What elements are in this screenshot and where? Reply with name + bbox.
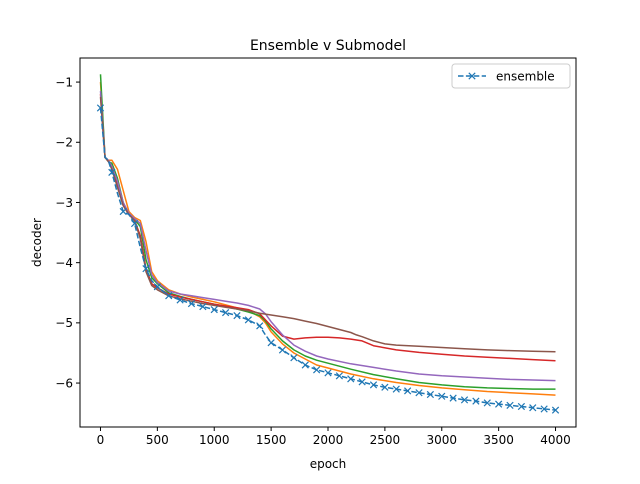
legend-box (451, 63, 571, 89)
legend: ensemble (451, 63, 571, 89)
y-axis: −1 −2 −3 −4 −5 −6 (55, 75, 80, 390)
ensemble-marker-25 (381, 383, 389, 391)
x-tick-label: 0 (97, 433, 105, 447)
ensemble-marker-32 (460, 396, 469, 404)
ensemble-marker-6 (165, 292, 173, 300)
x-tick-label: 2000 (313, 433, 344, 447)
ensemble-marker-10 (210, 305, 218, 314)
y-tick-label: −2 (55, 136, 73, 150)
ensemble-marker-36 (506, 401, 514, 409)
y-axis-label: decoder (30, 218, 44, 267)
ensemble-marker-5 (153, 283, 161, 291)
y-tick-label: −6 (55, 376, 73, 390)
legend-marker (468, 72, 476, 80)
y-tick-label: −1 (55, 75, 73, 89)
series-line-4 (99, 91, 556, 382)
ensemble-marker-13 (244, 316, 252, 324)
x-tick-label: 3500 (483, 433, 514, 447)
ensemble-marker-8 (187, 299, 196, 308)
ensemble-marker-18 (301, 361, 309, 369)
ensemble-marker-4 (142, 265, 150, 273)
x-tick-label: 2500 (370, 433, 401, 447)
ensemble-marker-40 (551, 406, 560, 414)
y-tick-label: −4 (55, 256, 73, 270)
ensemble-marker-29 (426, 390, 435, 399)
ensemble-marker-3 (130, 219, 139, 228)
ensemble-marker-19 (312, 366, 321, 374)
ensemble-marker-12 (233, 312, 241, 320)
x-tick-label: 1500 (256, 433, 287, 447)
ensemble-marker-15 (267, 339, 275, 347)
ensemble-marker-35 (495, 400, 503, 408)
series-line-0 (99, 107, 556, 411)
x-axis: 0 500 1000 1500 2000 2500 3000 3500 4000 (97, 427, 571, 447)
ensemble-marker-11 (221, 309, 230, 317)
ensemble-marker-37 (517, 402, 526, 411)
ensemble-marker-38 (529, 404, 537, 412)
ensemble-marker-31 (449, 394, 457, 402)
series-layer (96, 74, 560, 414)
legend-label: ensemble (496, 70, 555, 84)
ensemble-marker-30 (438, 392, 446, 400)
x-tick-label: 500 (146, 433, 169, 447)
chart-title: Ensemble v Submodel (250, 38, 406, 54)
ensemble-marker-28 (415, 389, 423, 397)
ensemble-marker-7 (176, 296, 184, 304)
ensemble-marker-33 (472, 397, 480, 405)
ensemble-marker-22 (347, 375, 355, 383)
ensemble-marker-27 (404, 387, 412, 395)
x-tick-label: 3000 (426, 433, 457, 447)
ensemble-marker-24 (369, 381, 378, 389)
ensemble-marker-39 (540, 405, 548, 413)
ensemble-marker-17 (290, 354, 298, 362)
ensemble-marker-16 (278, 346, 287, 354)
x-tick-label: 1000 (199, 433, 230, 447)
ensemble-marker-21 (335, 372, 344, 380)
ensemble-marker-23 (358, 378, 366, 386)
x-axis-label: epoch (310, 457, 347, 471)
y-tick-label: −5 (55, 316, 73, 330)
ensemble-marker-26 (392, 385, 400, 393)
ensemble-marker-34 (483, 399, 491, 407)
y-tick-label: −3 (55, 196, 73, 210)
ensemble-marker-0 (96, 104, 105, 112)
ensemble-marker-1 (108, 168, 116, 176)
ensemble-marker-2 (119, 207, 127, 216)
series-line-5 (99, 97, 556, 353)
x-tick-label: 4000 (540, 433, 571, 447)
ensemble-marker-9 (199, 302, 207, 311)
ensemble-marker-14 (256, 322, 264, 330)
ensemble-marker-20 (324, 369, 332, 377)
